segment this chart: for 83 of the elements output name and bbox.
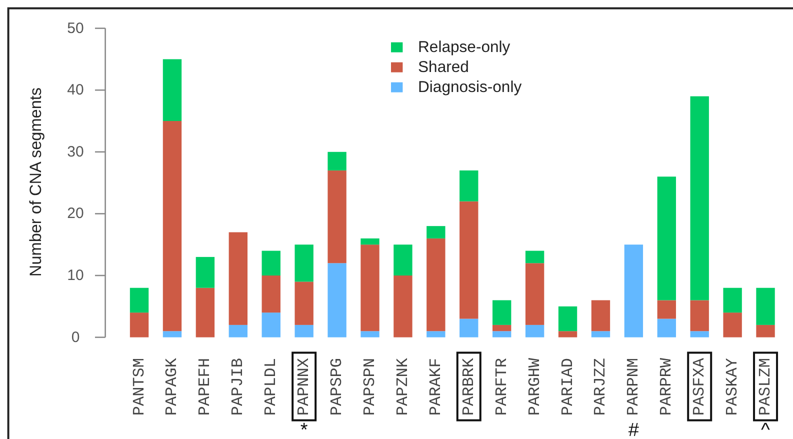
bar	[228, 324, 248, 338]
bar	[162, 331, 182, 338]
bar	[525, 263, 544, 325]
x-tick-label: PARAKF	[426, 358, 445, 416]
bar	[492, 300, 512, 325]
text: *	[300, 420, 308, 439]
y-tick-label: 0	[71, 328, 80, 346]
y-axis-title: Number of CNA segments	[27, 87, 45, 277]
bar	[130, 312, 149, 338]
bar	[460, 318, 478, 338]
legend-label: Diagnosis-only	[418, 78, 522, 96]
x-tick-label: PANTSM	[130, 358, 148, 416]
text: ^	[761, 420, 770, 439]
bar	[394, 276, 412, 338]
x-tick-label: PAPJIB	[229, 358, 248, 416]
x-tick-label: PAPSPN	[361, 358, 379, 416]
bar	[690, 96, 709, 300]
bar	[360, 331, 380, 338]
bar	[756, 288, 775, 325]
x-tick-label: PAPZNK	[394, 358, 412, 416]
bar	[294, 244, 314, 282]
x-tick-label: PARPRW	[658, 358, 676, 416]
bar	[657, 318, 676, 338]
x-tick-label: PAPAGK	[163, 358, 182, 416]
bar	[591, 331, 610, 338]
x-tick-label: PARBRK	[460, 358, 478, 416]
bar	[690, 331, 709, 338]
x-tick-label: PAPLDL	[262, 358, 280, 416]
x-tick-label: PAPSPG	[328, 358, 346, 416]
text: #	[628, 420, 640, 439]
bar	[262, 250, 280, 276]
bar	[328, 170, 346, 264]
bar	[360, 238, 380, 245]
bar	[426, 331, 446, 338]
bar	[591, 300, 610, 332]
bar	[460, 170, 478, 202]
bar	[525, 324, 544, 338]
bar	[492, 331, 512, 338]
bar	[162, 59, 182, 121]
bar	[228, 232, 248, 325]
x-tick-label: PARGHW	[526, 358, 544, 416]
x-tick-label: PASFXA	[690, 358, 709, 416]
bar	[262, 276, 280, 313]
bar	[162, 121, 182, 332]
bar	[294, 282, 314, 325]
bar	[558, 331, 578, 338]
x-tick-label: PARPNM	[624, 358, 643, 416]
y-tick-label: 20	[67, 205, 84, 222]
bar	[492, 324, 512, 332]
legend-label: Relapse-only	[418, 38, 510, 56]
bar	[426, 238, 446, 332]
x-tick-label: PARIAD	[558, 358, 577, 416]
bar	[130, 288, 149, 313]
legend-label: Shared	[418, 58, 469, 76]
x-tick-label: PARFTR	[492, 358, 511, 416]
y-tick-label: 50	[67, 20, 84, 37]
bar	[756, 324, 775, 338]
x-tick-label: PARJZZ	[592, 358, 610, 416]
bar	[262, 312, 280, 338]
x-tick-label: PASLZM	[756, 358, 775, 416]
bar	[196, 288, 215, 338]
bar	[723, 288, 742, 313]
y-tick-label: 10	[67, 267, 84, 284]
bar	[723, 312, 742, 338]
bar	[624, 244, 644, 338]
x-tick-label: PAPEFH	[196, 358, 214, 416]
x-tick-label: PASKAY	[724, 358, 742, 416]
bar	[328, 263, 346, 338]
bar	[426, 226, 446, 238]
bar	[294, 324, 314, 338]
bar	[196, 256, 215, 288]
bar	[690, 300, 709, 332]
bar	[525, 250, 544, 264]
x-tick-label: PAPNNX	[295, 358, 314, 416]
bar	[328, 152, 346, 170]
bar	[657, 300, 676, 319]
bar	[460, 201, 478, 319]
y-tick-label: 30	[67, 143, 84, 160]
bar	[558, 306, 578, 332]
bar	[360, 244, 380, 332]
y-tick-label: 40	[67, 82, 84, 99]
bar	[657, 176, 676, 300]
bar	[394, 244, 412, 276]
